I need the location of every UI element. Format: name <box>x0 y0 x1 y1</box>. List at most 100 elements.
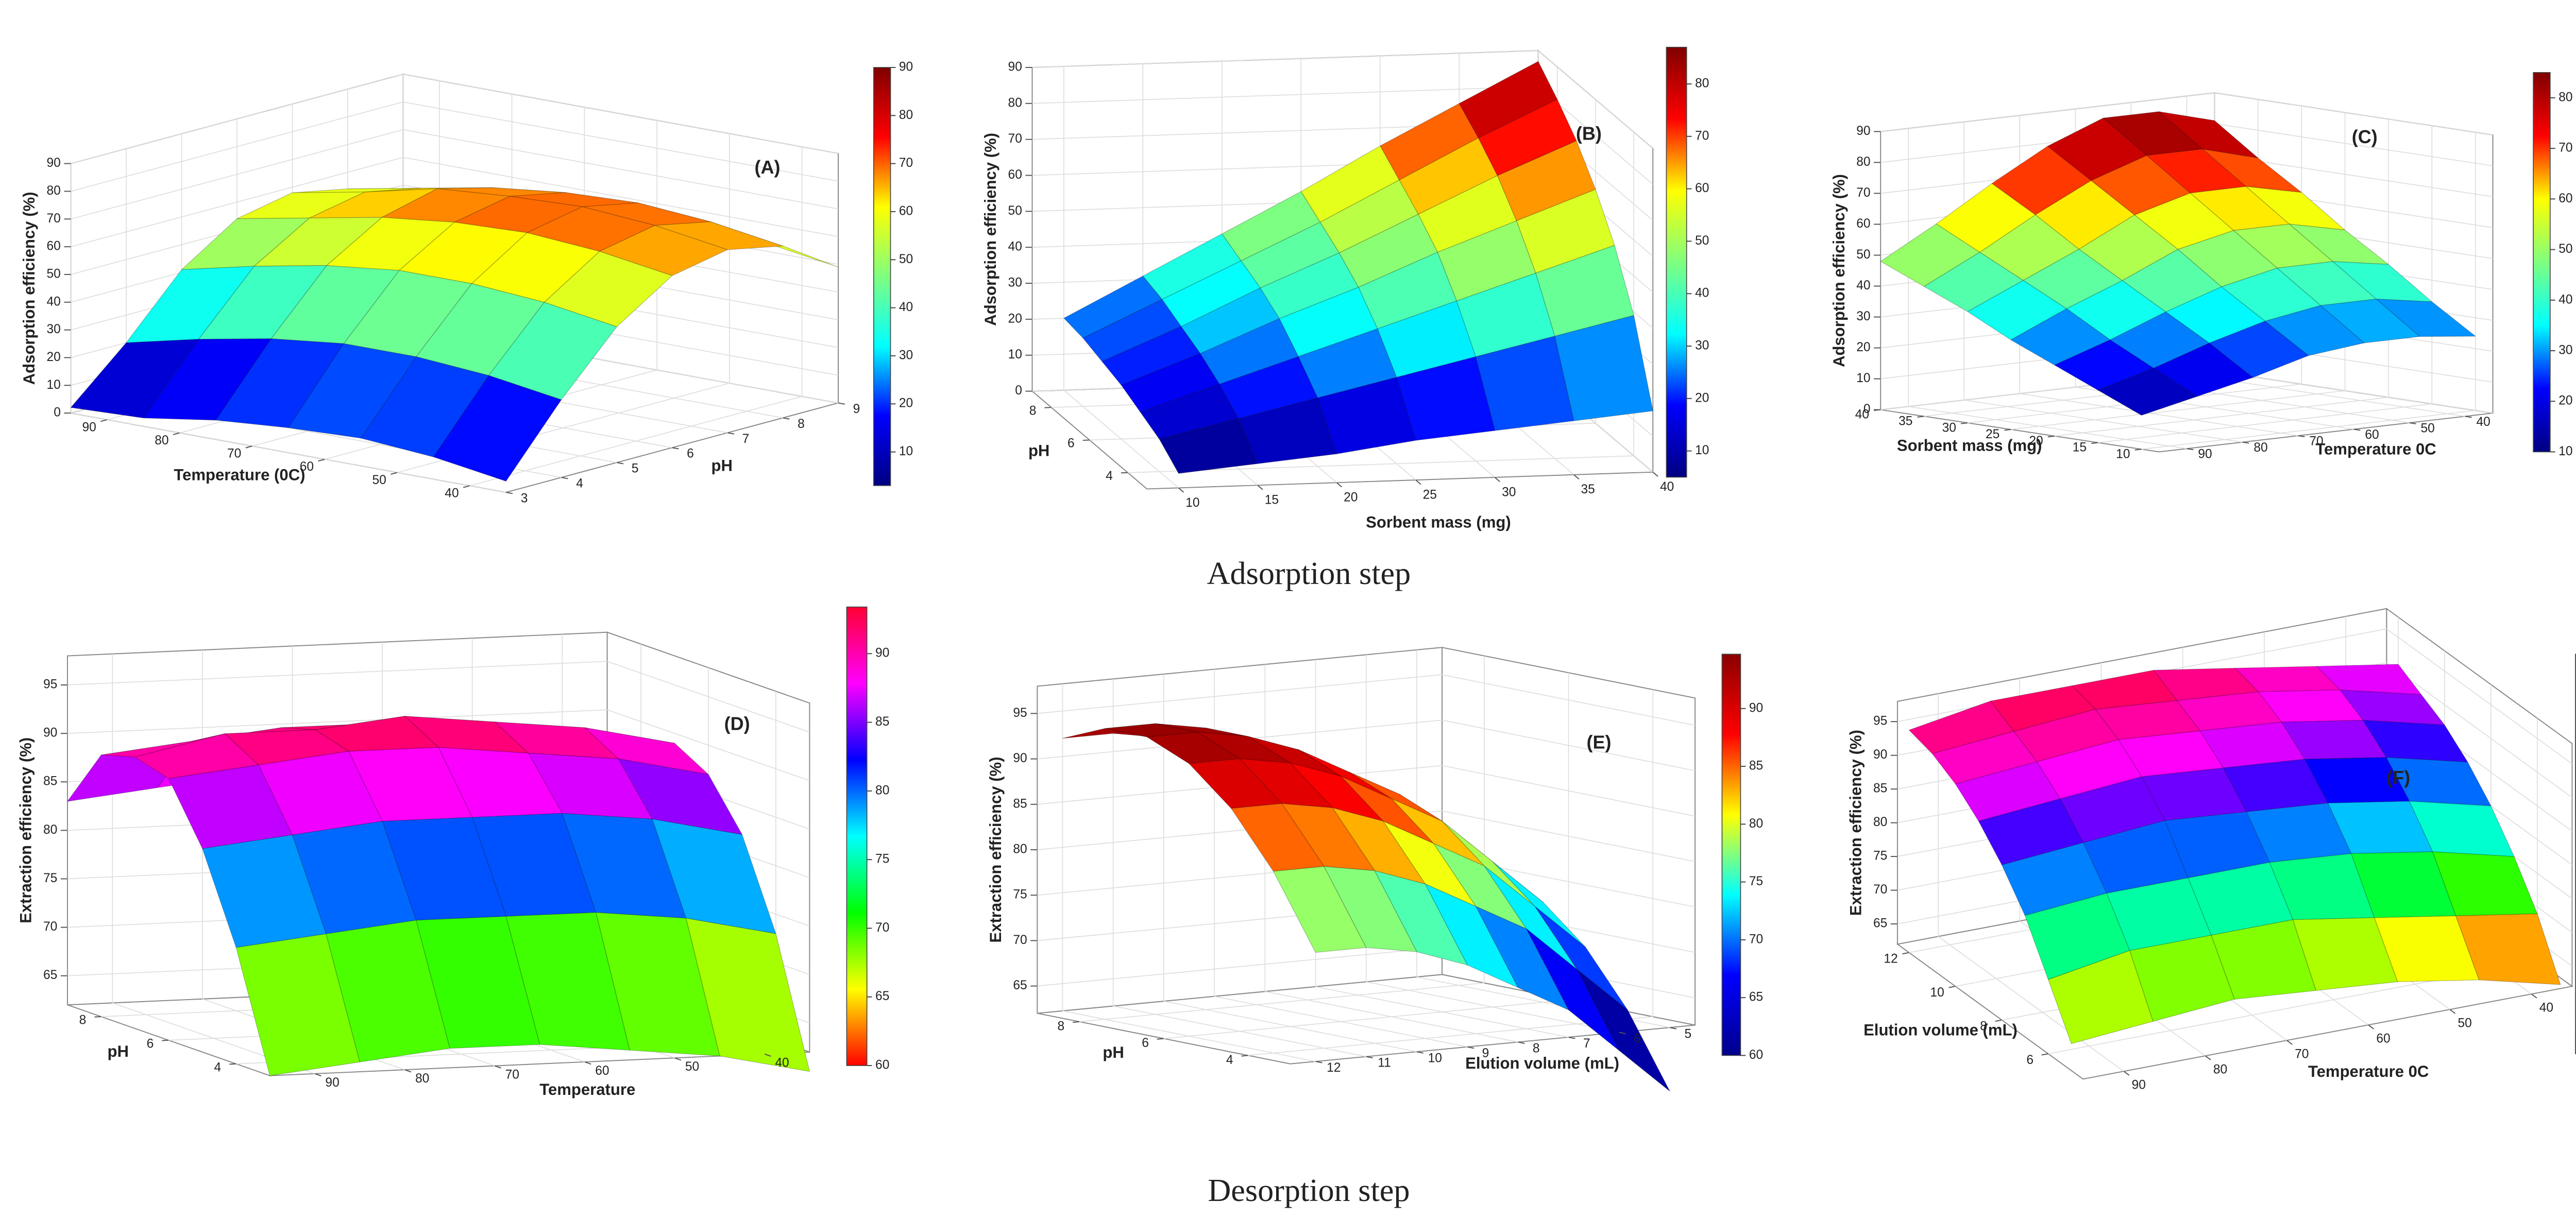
z-tick-label: 30 <box>47 322 61 336</box>
colorbar-tick-label: 10 <box>1695 443 1709 457</box>
y-tick-label: 12 <box>1884 952 1897 966</box>
grid-line <box>2386 662 2572 798</box>
surface-patch <box>544 251 673 328</box>
x-axis-title: Temperature (0C) <box>174 466 305 484</box>
grid-line <box>607 661 810 733</box>
z-tick-label: 75 <box>43 871 57 885</box>
grid-line <box>1079 982 1484 1022</box>
grid-line <box>1442 810 1696 862</box>
colorbar-tick-label: 80 <box>1695 76 1709 90</box>
z-tick-label: 50 <box>1856 248 1870 262</box>
caption: Adsorption step <box>1207 556 1411 591</box>
surface-patch <box>235 933 360 1076</box>
z-tick-label: 65 <box>1873 917 1887 931</box>
z-tick-label: 20 <box>47 350 61 364</box>
colorbar-tick-label: 40 <box>2558 293 2572 306</box>
surface-patch <box>1159 418 1258 474</box>
x-tick <box>1257 485 1263 490</box>
z-tick-label: 50 <box>47 267 61 281</box>
grid-line <box>71 413 506 493</box>
colorbar-tick-label: 70 <box>1695 129 1709 143</box>
surface-patch <box>1955 761 2061 822</box>
colorbar-tick-label: 50 <box>2558 242 2572 256</box>
surface-patch <box>236 192 365 219</box>
x-tick-label: 11 <box>1378 1056 1391 1070</box>
x-tick-label: 60 <box>2376 1032 2390 1045</box>
grid-line <box>1037 947 1443 987</box>
x-tick <box>494 1065 501 1069</box>
colorbar-tick-label: 10 <box>2558 444 2572 458</box>
surface-patch <box>1146 731 1240 764</box>
x-tick-label: 8 <box>1533 1042 1540 1056</box>
y-tick <box>505 492 513 494</box>
grid-line <box>71 74 403 164</box>
surface-patch <box>1535 245 1634 337</box>
y-tick <box>727 432 735 435</box>
grid-line <box>1037 674 1443 714</box>
z-tick-label: 75 <box>1873 849 1887 863</box>
x-tick-label: 10 <box>2116 447 2130 461</box>
x-tick-label: 90 <box>82 420 96 434</box>
colorbar-tick-label: 30 <box>2558 343 2572 357</box>
z-axis-title: Adsorption efficiency (%) <box>981 133 999 326</box>
grid-line <box>1127 455 1634 473</box>
colorbar-tick-label: 10 <box>899 444 913 458</box>
x-tick <box>391 472 398 475</box>
x-tick <box>1518 1041 1525 1044</box>
surface-patch <box>527 206 655 252</box>
surface-patch <box>100 733 226 758</box>
x-tick <box>1336 482 1343 488</box>
colorbar-tick-label: 20 <box>1695 391 1709 405</box>
x-tick <box>1467 1046 1475 1049</box>
grid-line <box>2020 393 2298 436</box>
x-tick-label: 12 <box>1327 1061 1341 1075</box>
z-tick-label: 80 <box>1008 96 1022 110</box>
z-tick-label: 70 <box>43 920 57 934</box>
surface-patch <box>1908 700 2014 754</box>
grid-line <box>1442 719 1696 771</box>
colorbar-tick-label: 90 <box>899 60 913 74</box>
grid-line <box>607 709 810 781</box>
x-tick <box>1573 474 1580 480</box>
x-tick <box>1178 487 1184 493</box>
x-tick-label: 10 <box>1185 496 1199 510</box>
z-tick-label: 70 <box>1856 186 1870 200</box>
y-tick <box>2187 448 2194 451</box>
z-tick-label: 70 <box>47 212 61 226</box>
z-tick-label: 50 <box>1008 204 1022 218</box>
x-tick-label: 70 <box>2295 1047 2309 1061</box>
z-axis-title: Extraction efficiency (%) <box>1847 730 1865 916</box>
y-tick <box>2465 416 2472 418</box>
colorbar-tick-label: 60 <box>875 1058 889 1072</box>
grid-line <box>2011 390 2345 430</box>
x-tick <box>1416 1051 1423 1054</box>
z-tick-label: 60 <box>1008 168 1022 182</box>
surface-patch <box>1317 377 1416 454</box>
x-tick <box>674 1057 682 1061</box>
grid-line <box>1442 674 1696 726</box>
grid-line <box>1964 399 2243 443</box>
x-tick <box>245 445 252 449</box>
y-tick-label: 8 <box>798 417 805 431</box>
x-tick <box>1652 471 1658 477</box>
x-tick-label: 40 <box>775 1056 789 1070</box>
colorbar-tick-label: 65 <box>1749 990 1763 1004</box>
x-tick-label: 15 <box>2073 441 2087 455</box>
z-tick-label: 70 <box>1008 132 1022 146</box>
x-axis-title: Temperature <box>539 1080 635 1098</box>
z-tick-label: 70 <box>1873 883 1887 897</box>
y-tick-label: 8 <box>1980 1019 1987 1033</box>
colorbar-tick-label: 40 <box>899 300 913 314</box>
grid-line <box>1908 406 2187 449</box>
y-tick-label: 6 <box>2026 1053 2033 1067</box>
z-tick-label: 85 <box>43 775 57 788</box>
y-tick <box>229 1063 236 1065</box>
surface-patch <box>654 221 784 250</box>
x-tick <box>1315 1061 1323 1063</box>
x-tick <box>404 1069 412 1073</box>
x-tick-label: 30 <box>1502 485 1516 499</box>
grid-line <box>1938 936 2124 1072</box>
x-tick <box>2531 993 2537 999</box>
y-axis-title: pH <box>1028 442 1049 460</box>
